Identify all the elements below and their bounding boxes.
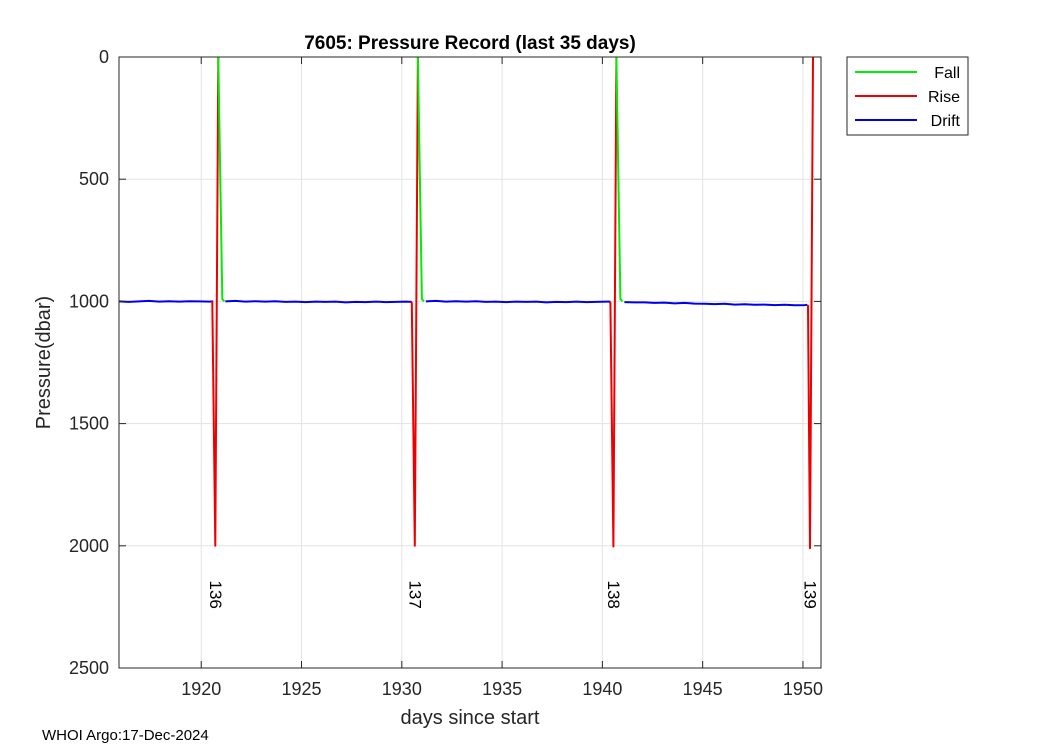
x-tick-label: 1925 xyxy=(281,679,321,699)
legend-label-rise: Rise xyxy=(928,89,960,106)
y-tick-label: 1500 xyxy=(69,414,109,434)
series-rise-line xyxy=(210,56,220,547)
footer-text: WHOI Argo:17-Dec-2024 xyxy=(42,727,209,744)
cycle-annotation: 138 xyxy=(604,580,623,608)
legend-label-drift: Drift xyxy=(931,113,961,130)
y-tick-label: 1000 xyxy=(69,291,109,311)
y-tick-label: 2000 xyxy=(69,536,109,556)
y-tick-label: 0 xyxy=(99,47,109,67)
x-tick-label: 1950 xyxy=(783,679,823,699)
axes-box xyxy=(118,56,822,669)
series-drift-line xyxy=(118,299,214,303)
cycle-annotation: 137 xyxy=(405,580,424,608)
plot-area xyxy=(119,57,821,668)
series-drift-line xyxy=(425,299,611,304)
x-tick-label: 1920 xyxy=(181,679,221,699)
series-drift-line xyxy=(624,301,808,307)
series-drift-line xyxy=(225,299,412,304)
series-fall-line xyxy=(416,56,425,303)
x-tick-label: 1945 xyxy=(683,679,723,699)
x-tick-label: 1930 xyxy=(382,679,422,699)
y-axis-label: Pressure(dbar) xyxy=(33,296,55,429)
cycle-annotation: 136 xyxy=(206,580,225,608)
x-tick-label: 1940 xyxy=(582,679,622,699)
series-rise-line xyxy=(806,56,814,550)
chart-title: 7605: Pressure Record (last 35 days) xyxy=(304,33,636,54)
series-fall-line xyxy=(615,56,624,303)
x-tick-label: 1935 xyxy=(482,679,522,699)
cycle-annotation: 139 xyxy=(800,580,819,608)
x-axis-label: days since start xyxy=(401,707,540,729)
y-tick-label: 500 xyxy=(79,169,109,189)
series-fall-line xyxy=(217,56,226,303)
legend-label-fall: Fall xyxy=(934,65,960,82)
series-rise-line xyxy=(410,56,419,547)
series-rise-line xyxy=(608,56,618,548)
y-tick-label: 2500 xyxy=(69,658,109,678)
